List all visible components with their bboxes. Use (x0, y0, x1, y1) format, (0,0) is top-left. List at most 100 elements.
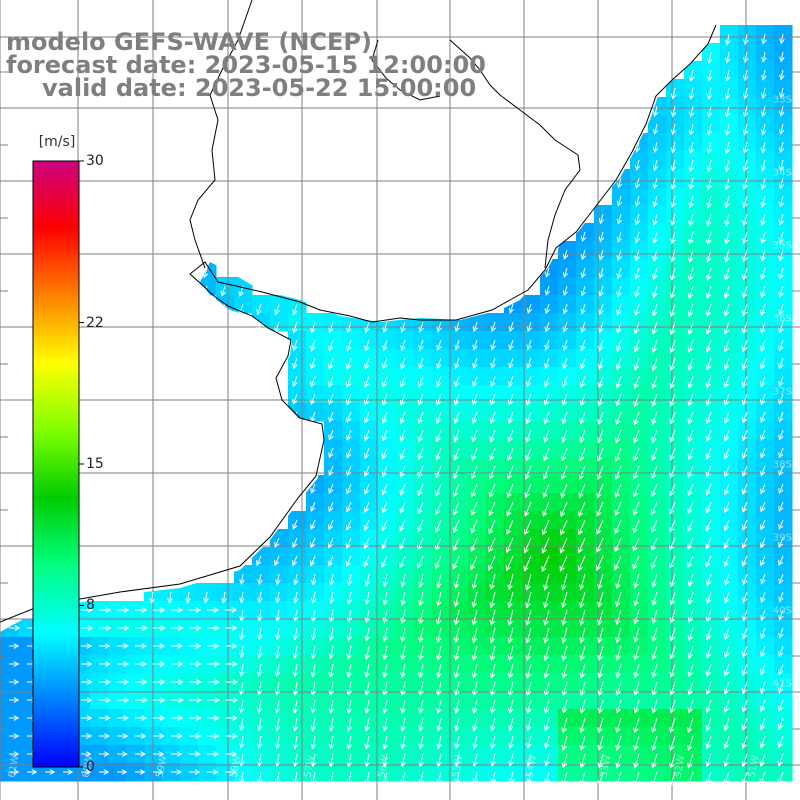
wind-arrow (760, 213, 766, 226)
wind-arrow (434, 537, 442, 552)
wind-arrow (382, 681, 388, 697)
wind-arrow (471, 645, 478, 662)
wind-arrow (310, 393, 316, 406)
wind-arrow (310, 681, 317, 696)
wind-arrow (632, 465, 640, 480)
wind-arrow (615, 681, 622, 697)
latitude-label: 41S (772, 678, 792, 690)
wind-arrow (418, 591, 424, 607)
wind-arrow (741, 537, 748, 549)
wind-arrow (471, 573, 478, 590)
wind-arrow (651, 375, 658, 390)
wind-arrow (472, 717, 478, 732)
wind-arrow (382, 321, 388, 334)
border-path (371, 39, 441, 101)
wind-arrow (328, 699, 335, 714)
wind-arrow (580, 231, 587, 242)
wind-arrow (418, 735, 424, 750)
wind-arrow (328, 609, 335, 623)
wind-arrow (670, 213, 676, 227)
wind-arrow (760, 123, 767, 136)
wind-arrow (400, 609, 406, 625)
wind-arrow (616, 303, 622, 316)
wind-arrow (723, 321, 730, 335)
wind-arrow (418, 699, 424, 714)
wind-arrow (723, 267, 730, 281)
wind-arrow (400, 753, 406, 768)
wind-arrow (598, 303, 604, 316)
wind-arrow (508, 753, 514, 767)
wind-arrow (633, 393, 640, 408)
wind-arrow (542, 501, 550, 517)
wind-arrow (99, 643, 111, 649)
wind-arrow (153, 625, 166, 631)
wind-arrow (742, 249, 748, 263)
wind-arrow (292, 645, 299, 659)
wind-arrow (778, 483, 784, 495)
latitude-label: 36S (772, 313, 792, 325)
wind-arrow (687, 429, 694, 443)
wind-arrow (742, 195, 748, 209)
wind-arrow (328, 483, 334, 495)
wind-arrow (345, 555, 352, 568)
wind-arrow (688, 195, 694, 209)
wind-arrow (670, 177, 676, 190)
wind-arrow (597, 663, 604, 679)
wind-arrow (742, 285, 748, 299)
wind-arrow (543, 663, 550, 679)
wind-arrow (490, 375, 496, 388)
wind-arrow (436, 339, 442, 351)
wind-arrow (525, 663, 532, 679)
wind-arrow (81, 715, 93, 721)
wind-arrow (453, 627, 460, 644)
wind-arrow (743, 51, 749, 64)
wind-arrow (760, 357, 766, 370)
wind-arrow (705, 609, 712, 623)
wind-arrow (562, 249, 569, 260)
wind-arrow (615, 717, 622, 734)
wind-arrow (525, 627, 532, 644)
wind-arrow (399, 501, 406, 514)
wind-arrow (560, 483, 568, 499)
wind-arrow (489, 645, 496, 662)
wind-arrow (778, 645, 784, 658)
wind-arrow (346, 429, 352, 441)
wind-arrow (364, 321, 370, 334)
wind-arrow (760, 141, 767, 154)
wind-arrow (742, 213, 748, 227)
wind-arrow (741, 339, 748, 353)
wind-arrow (417, 429, 424, 443)
wind-arrow (561, 591, 568, 609)
wind-arrow (723, 303, 730, 317)
wind-arrow (310, 609, 317, 623)
wind-arrow (742, 87, 749, 100)
wind-arrow (760, 573, 766, 585)
wind-arrow (472, 339, 478, 351)
wind-arrow (687, 411, 694, 425)
wind-arrow (274, 537, 280, 548)
wind-arrow (597, 771, 604, 787)
wind-arrow (741, 393, 748, 406)
wind-arrow (256, 303, 262, 316)
wind-arrow (434, 555, 442, 570)
wind-arrow (669, 303, 676, 318)
wind-arrow (562, 321, 568, 333)
wind-arrow (292, 771, 299, 786)
wind-arrow (742, 159, 749, 173)
wind-arrow (471, 609, 478, 626)
wind-arrow (544, 357, 550, 370)
wind-arrow (542, 483, 550, 499)
wind-arrow (561, 447, 568, 462)
wind-arrow (453, 411, 460, 425)
wind-arrow (472, 753, 478, 767)
wind-arrow (507, 681, 514, 697)
wind-arrow (579, 753, 586, 769)
wind-arrow (777, 735, 784, 749)
wind-arrow (418, 357, 424, 370)
wind-arrow (597, 645, 604, 661)
wind-arrow (778, 429, 784, 441)
wind-arrow (579, 429, 586, 444)
wind-arrow (490, 321, 497, 333)
wind-arrow (580, 285, 586, 297)
wind-arrow (580, 321, 586, 333)
